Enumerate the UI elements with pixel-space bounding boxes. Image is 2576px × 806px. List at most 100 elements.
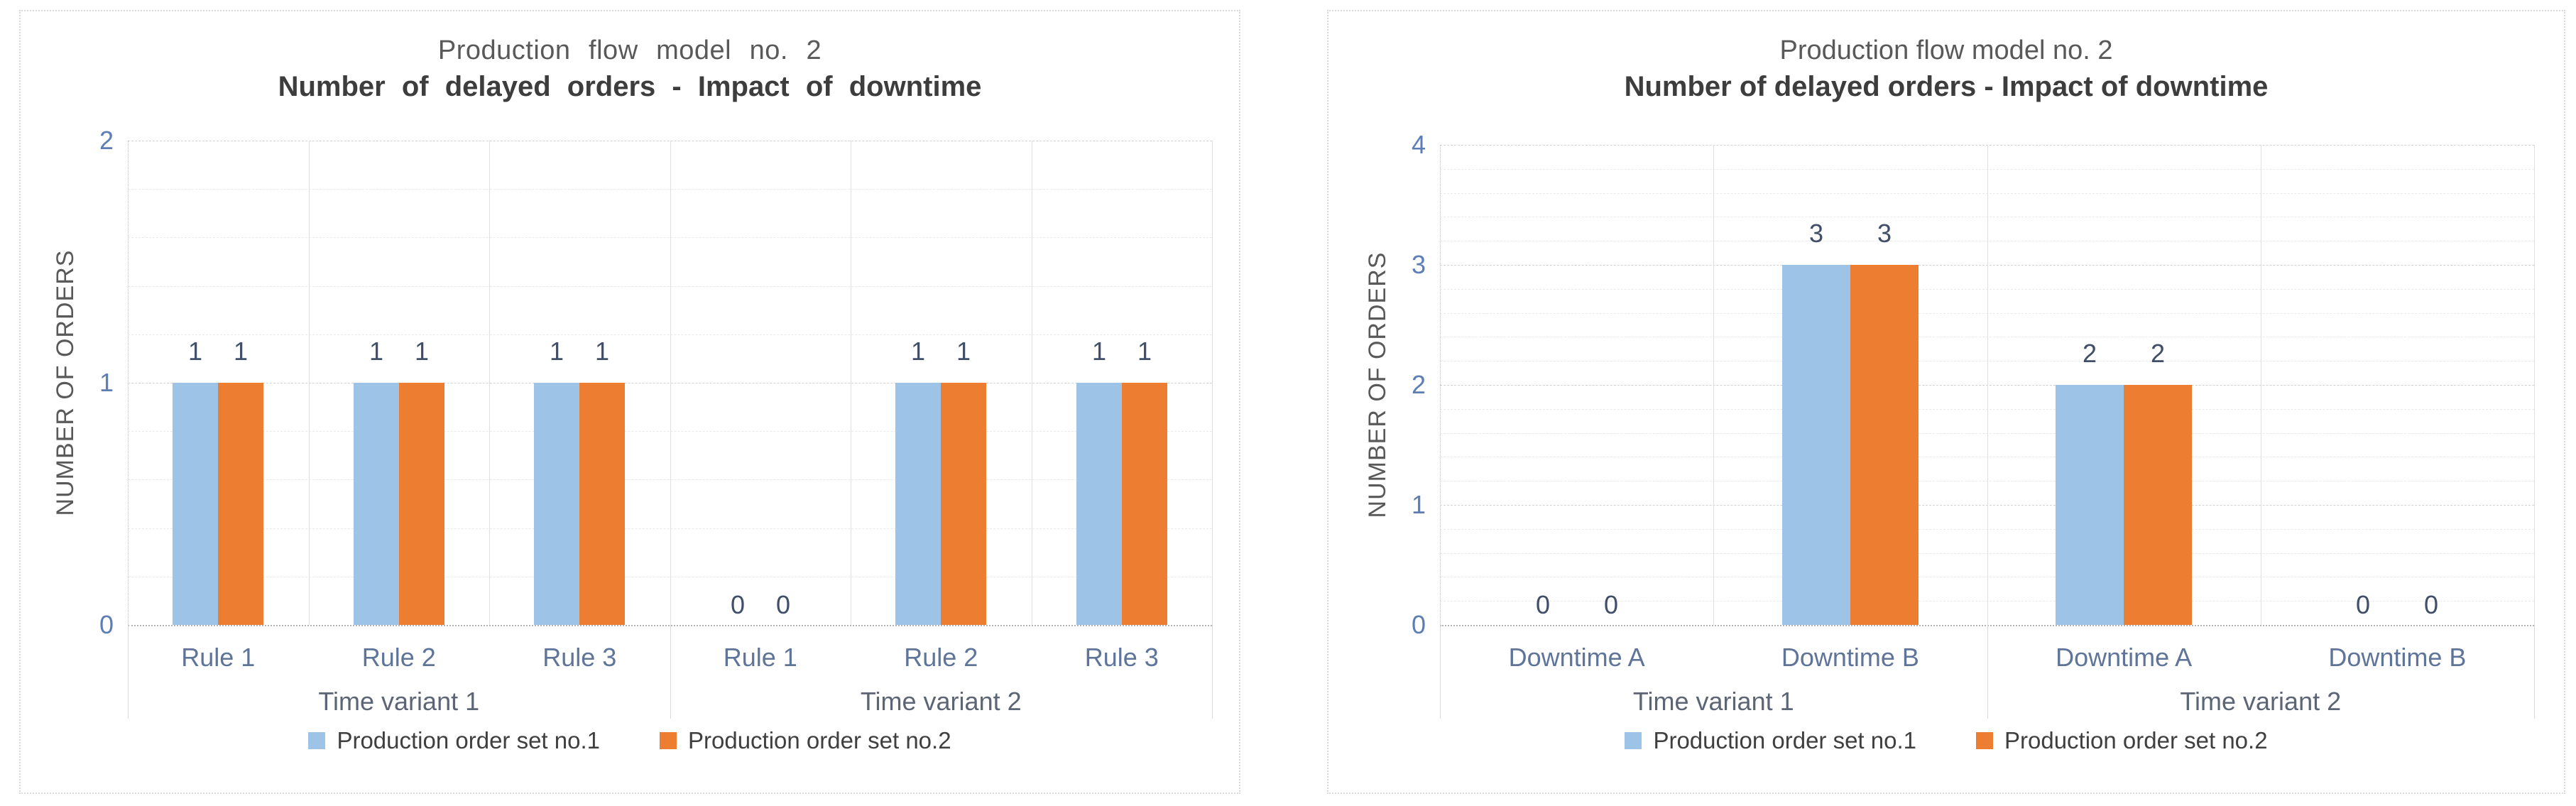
data-label: 1: [369, 337, 384, 366]
category-label: Rule 1: [181, 643, 256, 672]
bar-series1: [2056, 385, 2124, 625]
plot-area: 1 1 1 0 1 1 1 1 1 0 1 1: [128, 141, 1213, 626]
major-gridline: [1440, 265, 2534, 266]
group-label: Time variant 2: [2180, 687, 2342, 716]
y-tick-label: 0: [99, 610, 114, 639]
category-label: Rule 3: [542, 643, 617, 672]
y-tick-label: 0: [1411, 610, 1426, 639]
chart-subtitle: Number of delayed orders - Impact of dow…: [1624, 71, 2269, 102]
data-label: 0: [2423, 590, 2439, 619]
bar-series1: [1076, 383, 1122, 625]
bar-series2: [941, 383, 986, 625]
legend: Production order set no.1 Production ord…: [21, 727, 1239, 754]
data-label: 1: [1091, 337, 1107, 366]
chart-title: Production flow model no. 2: [437, 36, 822, 65]
data-label: 1: [414, 337, 430, 366]
y-tick-label: 1: [1411, 490, 1426, 519]
major-gridline: [1440, 385, 2534, 386]
chart-panel: Production flow model no. 2 Number of de…: [1327, 10, 2565, 794]
axis-group-separator: [1440, 625, 1441, 719]
minor-gridline: [128, 528, 1212, 529]
chart-title: Production flow model no. 2: [1779, 36, 2113, 65]
data-label: 0: [775, 590, 791, 619]
minor-gridline: [1440, 288, 2534, 290]
minor-gridline: [1440, 528, 2534, 530]
category-gridline: [2534, 145, 2535, 625]
minor-gridline: [128, 189, 1212, 190]
bar-series1: [895, 383, 941, 625]
legend-swatch-series1: [308, 732, 326, 749]
category-gridline: [1212, 141, 1213, 625]
axis-group-separator: [128, 625, 129, 719]
bar-series1: [173, 383, 218, 625]
legend-item: Production order set no.2: [1976, 727, 2268, 754]
minor-gridline: [1440, 432, 2534, 434]
category-gridline: [1440, 145, 1441, 625]
data-label: 0: [1535, 590, 1551, 619]
legend-swatch-series1: [1625, 732, 1642, 749]
minor-gridline: [128, 237, 1212, 239]
group-label: Time variant 2: [860, 687, 1022, 716]
chart-subtitle: Number of delayed orders - Impact of dow…: [278, 71, 982, 102]
axis-group-separator: [670, 625, 671, 719]
minor-gridline: [1440, 408, 2534, 410]
y-tick-label: 4: [1411, 130, 1426, 159]
data-label: 1: [1137, 337, 1152, 366]
chart-title-block: Production flow model no. 2 Number of de…: [21, 33, 1239, 105]
minor-gridline: [128, 479, 1212, 481]
category-gridline: [489, 141, 490, 625]
y-tick-label: 1: [99, 368, 114, 397]
legend-label: Production order set no.2: [2004, 727, 2268, 753]
minor-gridline: [1440, 192, 2534, 194]
major-gridline: [1440, 145, 2534, 146]
major-gridline: [1440, 505, 2534, 506]
axis-group-separator: [2534, 625, 2535, 719]
bar-series2: [218, 383, 263, 625]
data-label: 2: [2150, 339, 2166, 368]
category-label: Rule 2: [904, 643, 978, 672]
minor-gridline: [128, 431, 1212, 432]
bar-series2: [2124, 385, 2192, 625]
bar-series1: [534, 383, 579, 625]
legend-label: Production order set no.1: [1653, 727, 1916, 753]
legend-label: Production order set no.1: [337, 727, 600, 753]
chart-title-block: Production flow model no. 2 Number of de…: [1328, 33, 2564, 105]
y-tick-label: 3: [1411, 250, 1426, 279]
data-label: 1: [594, 337, 610, 366]
data-label: 0: [1603, 590, 1619, 619]
legend-swatch-series2: [660, 732, 677, 749]
category-gridline: [309, 141, 310, 625]
group-label: Time variant 1: [1632, 687, 1794, 716]
x-axis-line: [1440, 625, 2534, 626]
minor-gridline: [1440, 552, 2534, 554]
axis-group-separator: [1987, 625, 1988, 719]
y-tick-label: 2: [99, 126, 114, 155]
category-label: Downtime B: [1781, 643, 1919, 672]
category-gridline: [1713, 145, 1714, 625]
x-axis-line: [128, 625, 1212, 626]
plot-area: 0 3 2 0 0 3 2 0: [1440, 145, 2535, 626]
data-label: 3: [1877, 219, 1892, 248]
bar-series2: [399, 383, 444, 625]
data-label: 1: [956, 337, 971, 366]
bar-series2: [1850, 265, 1919, 625]
legend: Production order set no.1 Production ord…: [1328, 727, 2564, 754]
data-label: 1: [187, 337, 203, 366]
data-label: 1: [233, 337, 249, 366]
category-label: Rule 3: [1084, 643, 1159, 672]
chart-panel: Production flow model no. 2 Number of de…: [19, 10, 1240, 794]
category-label: Downtime A: [1508, 643, 1645, 672]
category-label: Rule 2: [361, 643, 436, 672]
bar-series2: [579, 383, 625, 625]
category-label: Rule 1: [723, 643, 797, 672]
bar-series1: [354, 383, 399, 625]
data-label: 0: [2355, 590, 2371, 619]
legend-item: Production order set no.1: [308, 727, 600, 754]
axis-group-separator: [1212, 625, 1213, 719]
data-label: 0: [730, 590, 746, 619]
bar-series2: [1122, 383, 1167, 625]
group-label: Time variant 1: [318, 687, 480, 716]
category-label: Downtime B: [2328, 643, 2467, 672]
data-label: 2: [2082, 339, 2097, 368]
category-gridline: [670, 141, 671, 625]
